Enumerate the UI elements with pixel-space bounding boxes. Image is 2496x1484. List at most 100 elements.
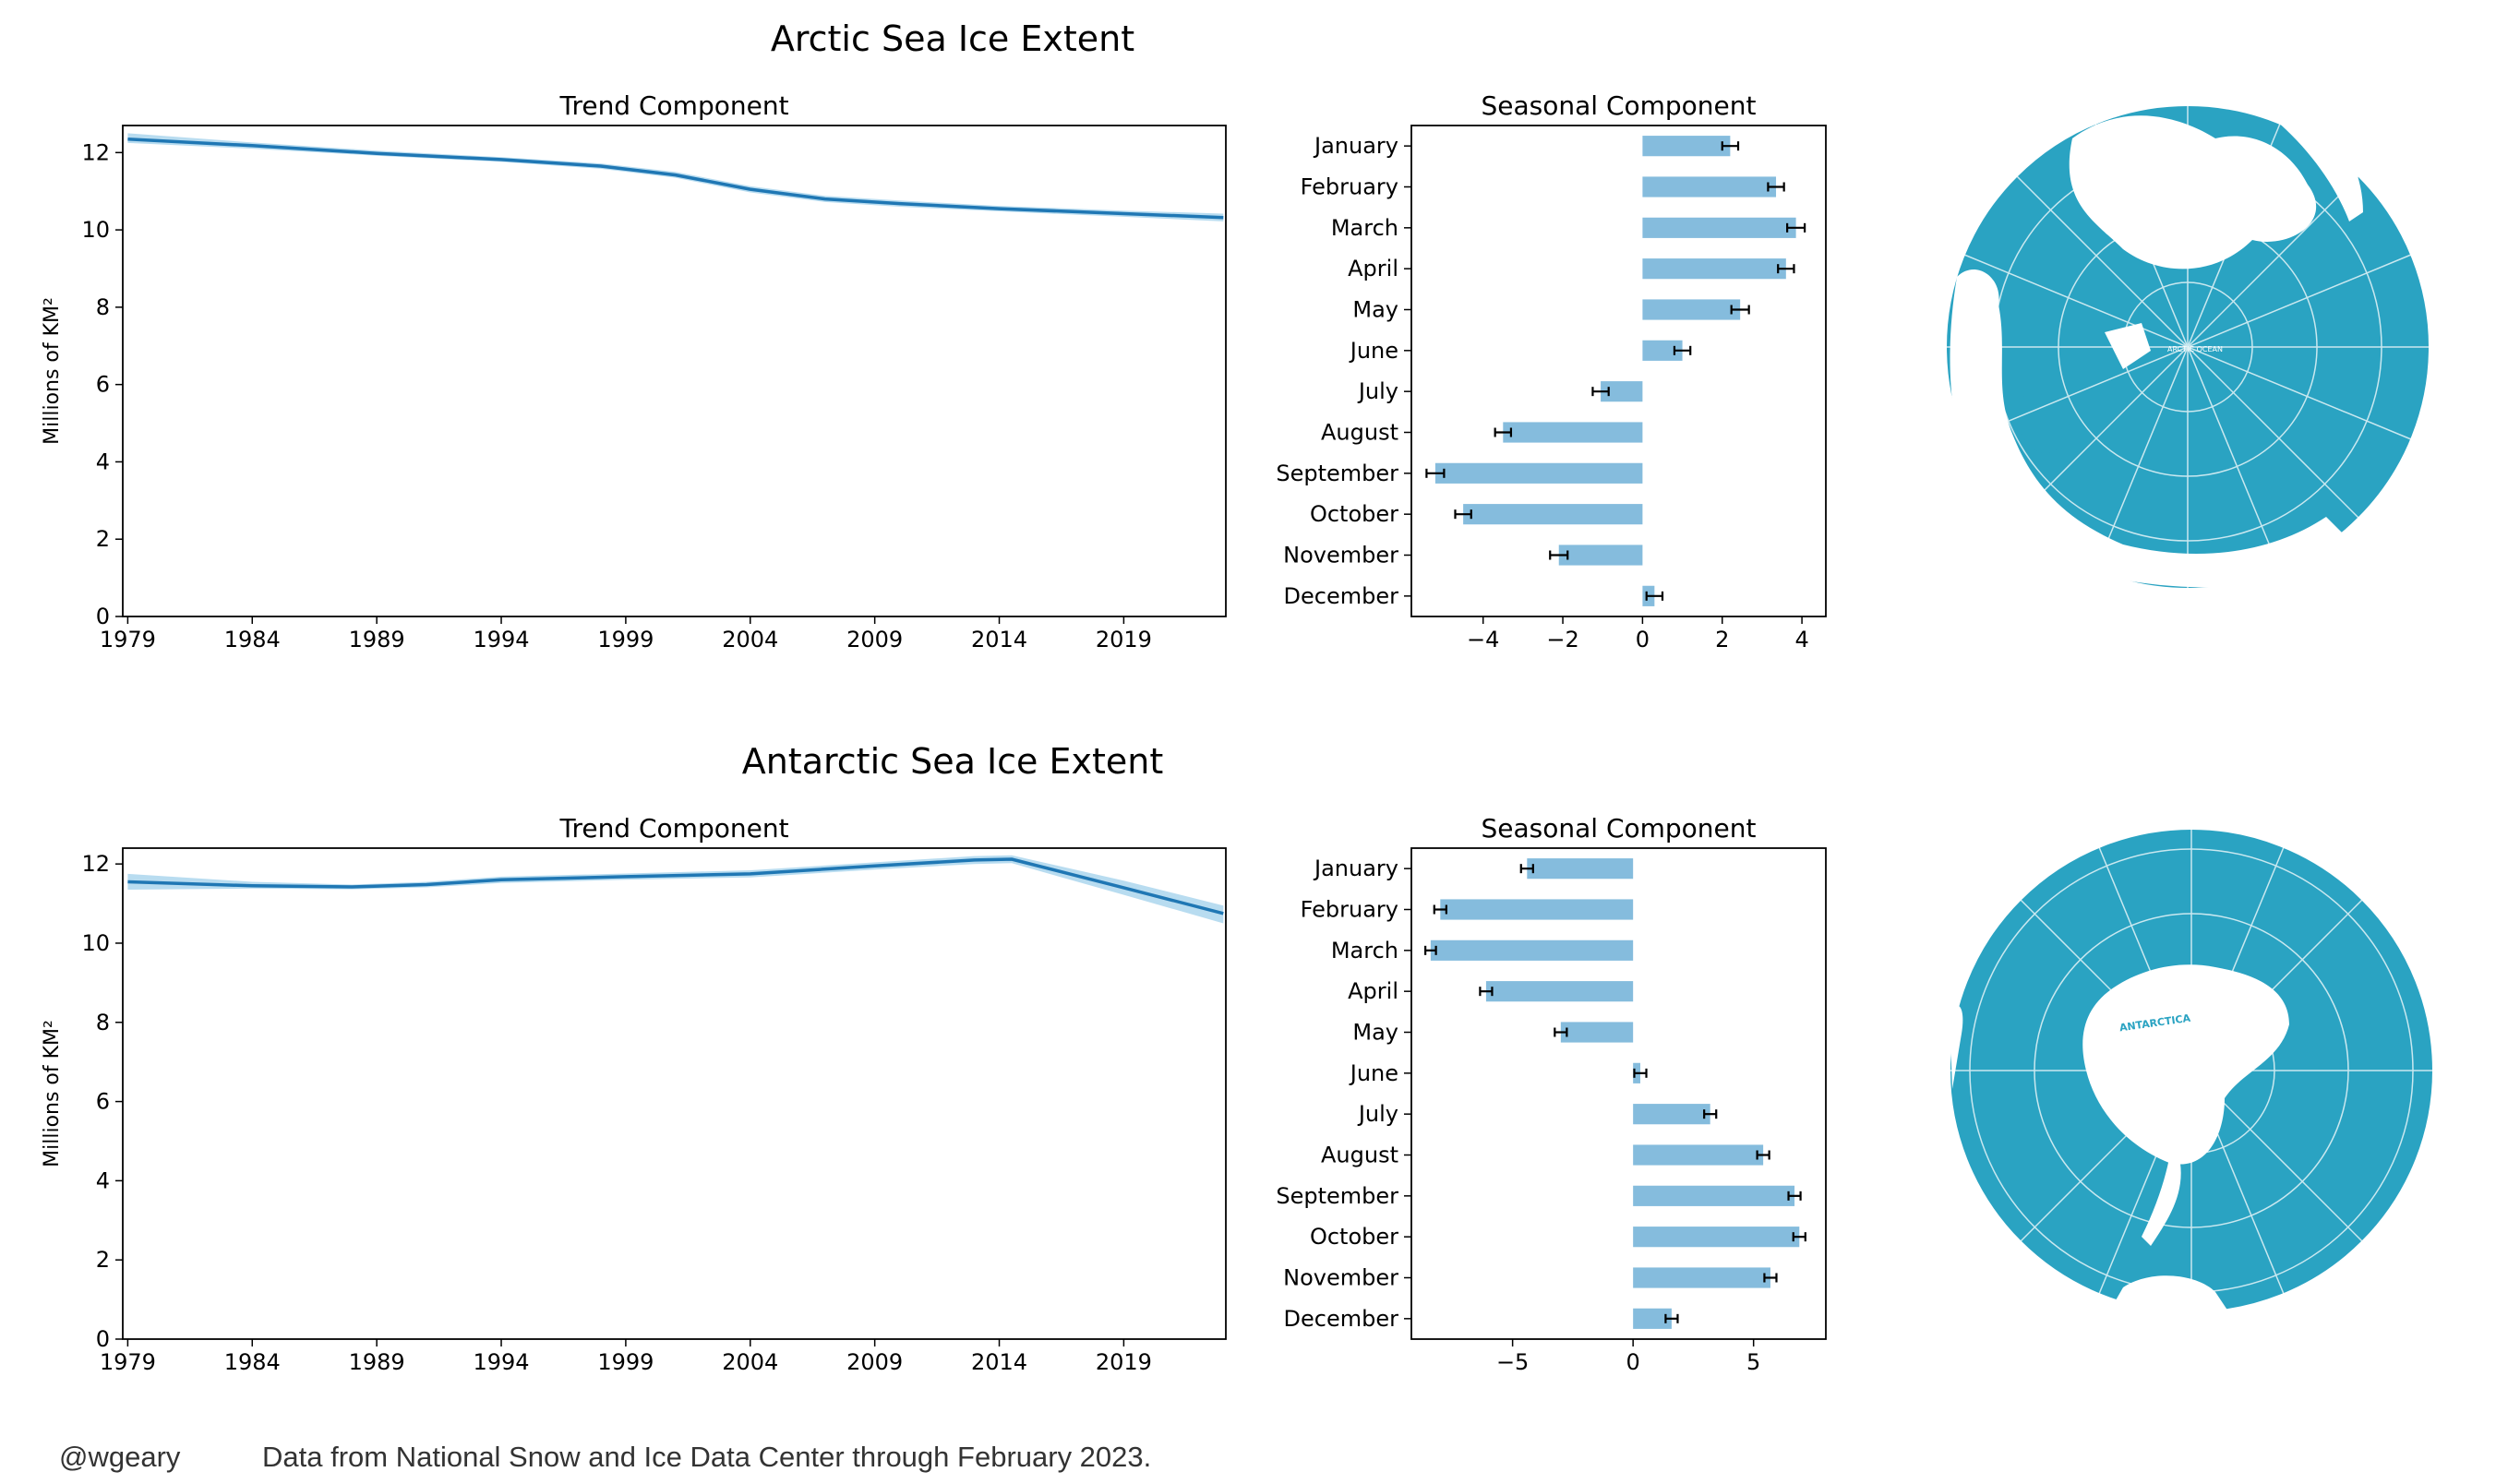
arctic-seasonal-bar-march	[1642, 217, 1796, 238]
arctic-trend-xtick-label: 2014	[971, 627, 1027, 652]
antarctic-seasonal-month-label: November	[1283, 1265, 1398, 1291]
arctic-section-title: Arctic Sea Ice Extent	[770, 18, 1135, 59]
arctic-seasonal-bar-october	[1463, 504, 1643, 525]
antarctic-globe-icon: ANTARCTICA	[1949, 828, 2434, 1313]
antarctic-seasonal-bar-july	[1633, 1104, 1710, 1125]
arctic-trend-axes-frame	[122, 125, 1227, 617]
antarctic-trend-ytick-label: 0	[96, 1326, 110, 1352]
antarctic-seasonal-month-label: August	[1321, 1143, 1398, 1168]
antarctic-seasonal-month-label: September	[1276, 1183, 1398, 1209]
arctic-seasonal-xtick-label: 0	[1636, 627, 1650, 652]
arctic-trend-xtick-label: 2009	[846, 627, 903, 652]
antarctic-seasonal-month-label: October	[1310, 1224, 1398, 1250]
arctic-seasonal-xtick-label: 4	[1794, 627, 1808, 652]
arctic-seasonal-xtick-label: −2	[1546, 627, 1578, 652]
arctic-seasonal-xtick-label: 2	[1715, 627, 1729, 652]
antarctic-trend-ytick-label: 10	[81, 930, 110, 956]
arctic-trend-xtick-label: 2004	[722, 627, 778, 652]
antarctic-trend-ytick-label: 4	[96, 1167, 110, 1193]
antarctic-seasonal-bar-august	[1633, 1144, 1764, 1166]
arctic-seasonal-month-label: January	[1313, 133, 1398, 159]
antarctic-trend-xtick-label: 1984	[224, 1349, 281, 1375]
arctic-trend-ytick-label: 10	[81, 217, 110, 243]
arctic-seasonal-xtick-label: −4	[1467, 627, 1499, 652]
arctic-trend-chart: Trend Component Millions of KM² 1979 1984 19…	[41, 90, 1227, 652]
antarctic-trend-xtick-label: 1979	[100, 1349, 156, 1375]
arctic-seasonal-month-label: February	[1301, 174, 1398, 200]
antarctic-section-title: Antarctic Sea Ice Extent	[741, 741, 1164, 782]
antarctic-seasonal-bar-march	[1430, 939, 1634, 961]
antarctic-trend-ytick-label: 2	[96, 1247, 110, 1273]
arctic-trend-ytick-label: 6	[96, 372, 110, 398]
arctic-seasonal-bar-june	[1642, 340, 1683, 361]
arctic-seasonal-month-label: October	[1310, 501, 1398, 527]
antarctic-seasonal-bar-april	[1485, 981, 1634, 1002]
antarctic-seasonal-month-label: December	[1284, 1306, 1399, 1332]
antarctic-seasonal-bar-january	[1527, 858, 1634, 880]
arctic-seasonal-bar-august	[1503, 422, 1643, 443]
arctic-seasonal-month-label: December	[1284, 583, 1399, 609]
arctic-trend-ytick-label: 8	[96, 294, 110, 320]
antarctic-trend-ytick-label: 12	[81, 851, 110, 877]
arctic-seasonal-bar-april	[1642, 258, 1786, 280]
arctic-trend-ytick-label: 4	[96, 449, 110, 474]
arctic-seasonal-month-label: May	[1352, 297, 1398, 323]
arctic-seasonal-axes-frame	[1410, 125, 1827, 617]
arctic-trend-xtick-label: 1989	[349, 627, 405, 652]
antarctic-trend-xtick-label: 1994	[473, 1349, 529, 1375]
arctic-seasonal-bar-july	[1601, 381, 1643, 402]
arctic-trend-xtick-label: 1999	[597, 627, 654, 652]
arctic-seasonal-bar-january	[1642, 136, 1731, 157]
arctic-seasonal-title: Seasonal Component	[1481, 90, 1756, 121]
arctic-trend-ytick-label: 12	[81, 139, 110, 165]
antarctic-trend-ytick-label: 8	[96, 1010, 110, 1035]
arctic-trend-xtick-label: 1994	[473, 627, 529, 652]
author-handle: @wgeary	[59, 1441, 181, 1473]
antarctic-trend-xtick-label: 2009	[846, 1349, 903, 1375]
antarctic-trend-line	[127, 857, 1224, 916]
antarctic-trend-chart: Trend Component Millions of KM² 1979 1984 19…	[41, 813, 1227, 1375]
arctic-seasonal-month-label: November	[1283, 543, 1398, 568]
arctic-seasonal-month-label: July	[1357, 378, 1398, 404]
antarctic-seasonal-xtick-label: 5	[1746, 1349, 1760, 1375]
antarctic-seasonal-month-label: June	[1349, 1060, 1398, 1086]
antarctic-seasonal-xtick-label: −5	[1496, 1349, 1529, 1375]
arctic-seasonal-month-label: April	[1348, 256, 1398, 281]
antarctic-trend-xtick-label: 2014	[971, 1349, 1027, 1375]
antarctic-seasonal-axes-frame	[1410, 847, 1827, 1340]
antarctic-seasonal-bar-february	[1440, 899, 1634, 920]
arctic-seasonal-month-label: June	[1349, 338, 1398, 364]
antarctic-trend-confidence-band	[127, 855, 1224, 924]
antarctic-seasonal-month-label: March	[1331, 938, 1398, 963]
arctic-seasonal-bar-may	[1642, 299, 1741, 320]
arctic-ocean-label: ARCTIC OCEAN	[2167, 345, 2223, 353]
antarctic-seasonal-month-label: February	[1301, 897, 1398, 923]
antarctic-trend-ytick-label: 6	[96, 1089, 110, 1115]
antarctic-trend-title: Trend Component	[558, 813, 788, 844]
arctic-trend-ytick-label: 0	[96, 604, 110, 629]
antarctic-trend-xtick-label: 2004	[722, 1349, 778, 1375]
arctic-globe-icon: ARCTIC OCEAN	[1945, 104, 2430, 590]
arctic-seasonal-month-label: September	[1276, 461, 1398, 486]
antarctic-seasonal-chart: Seasonal Component January February March Ap…	[1276, 813, 1827, 1375]
arctic-seasonal-bar-february	[1642, 176, 1777, 197]
antarctic-trend-xtick-label: 1989	[349, 1349, 405, 1375]
data-source-note: Data from National Snow and Ice Data Cen…	[262, 1441, 1152, 1473]
antarctic-seasonal-month-label: April	[1348, 978, 1398, 1004]
arctic-seasonal-bar-november	[1558, 545, 1643, 566]
arctic-seasonal-bar-september	[1434, 462, 1643, 484]
antarctic-trend-xtick-label: 2019	[1096, 1349, 1152, 1375]
arctic-trend-xtick-label: 1979	[100, 627, 156, 652]
antarctic-seasonal-month-label: May	[1352, 1020, 1398, 1046]
antarctic-seasonal-title: Seasonal Component	[1481, 813, 1756, 844]
antarctic-seasonal-xtick-label: 0	[1626, 1349, 1640, 1375]
antarctic-seasonal-bar-december	[1633, 1308, 1672, 1329]
arctic-seasonal-month-label: March	[1331, 215, 1398, 241]
antarctic-seasonal-month-label: January	[1313, 856, 1398, 881]
antarctic-seasonal-bar-may	[1560, 1022, 1634, 1043]
arctic-trend-confidence-band	[127, 133, 1224, 221]
arctic-trend-xtick-label: 2019	[1096, 627, 1152, 652]
antarctic-seasonal-month-label: July	[1357, 1101, 1398, 1127]
